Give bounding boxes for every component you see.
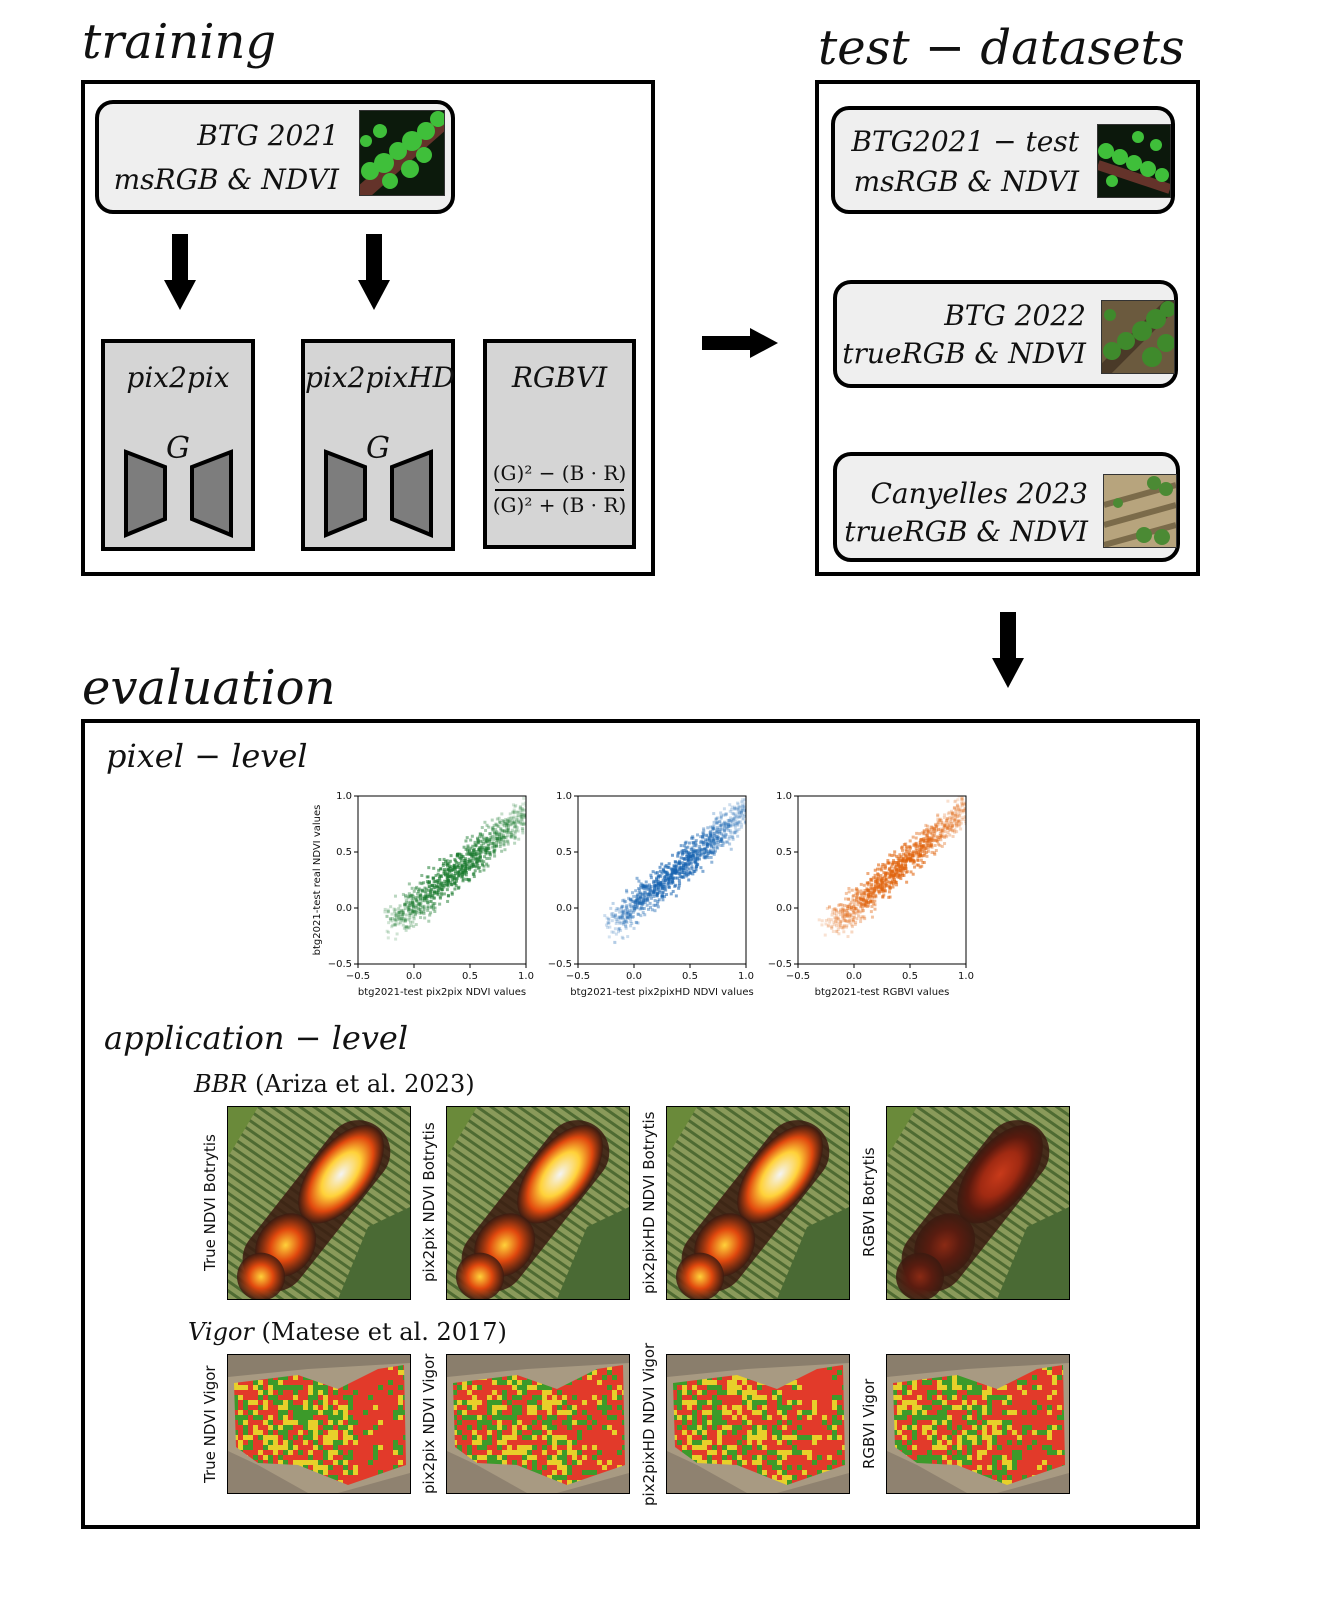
map-row-label: pix2pix NDVI Botrytis <box>420 1122 438 1282</box>
map-row-label: RGBVI Vigor <box>860 1378 878 1469</box>
x-axis-label: btg2021-test RGBVI values <box>815 987 950 998</box>
bbr-ref-name: BBR <box>194 1070 248 1098</box>
x-tick-label: −0.5 <box>786 971 810 982</box>
x-tick-label: 1.0 <box>738 971 754 982</box>
rgbvi-formula-denominator: (G)² + (B · R) <box>492 493 627 517</box>
plot-frame <box>797 795 967 965</box>
rgbvi-formula-numerator: (G)² − (B · R) <box>492 461 627 485</box>
vineyard-msrgb-thumbnail <box>359 110 445 196</box>
formula-fraction-bar <box>495 489 624 491</box>
y-tick-label: 1.0 <box>776 791 792 802</box>
y-tick-label: 0.0 <box>776 903 792 914</box>
bbr-ref-citation: (Ariza et al. 2023) <box>254 1070 475 1098</box>
y-tick-label: −0.5 <box>548 959 572 970</box>
plot-frame <box>577 795 747 965</box>
x-tick-label: 1.0 <box>958 971 974 982</box>
pixel-level-scatter-plots: btg2021-test real NDVI values −0.5 0.0 0.5 1… <box>312 791 974 998</box>
test-datasets-title: test − datasets <box>818 20 1185 76</box>
botrytis-risk-map <box>886 1106 1070 1300</box>
evaluation-title: evaluation <box>82 660 336 716</box>
dataset-name: BTG 2021 <box>197 119 339 152</box>
map-row-label: pix2pixHD NDVI Botrytis <box>640 1111 658 1294</box>
plot-frame <box>357 795 527 965</box>
x-tick-label: −0.5 <box>566 971 590 982</box>
training-dataset-card: BTG 2021 msRGB & NDVI <box>95 100 455 214</box>
y-tick-label: 1.0 <box>556 791 572 802</box>
generator-label: G <box>366 431 390 466</box>
x-tick-label: 0.5 <box>902 971 918 982</box>
y-tick-label: 0.5 <box>776 847 792 858</box>
vigor-reference: Vigor (Matese et al. 2017) <box>188 1320 507 1344</box>
x-tick-label: 0.0 <box>626 971 642 982</box>
pixel-level-title: pixel − level <box>106 737 308 775</box>
botrytis-risk-map <box>227 1106 411 1300</box>
botrytis-risk-map <box>446 1106 630 1300</box>
dataset-modality: msRGB & NDVI <box>853 165 1079 198</box>
dataset-modality: trueRGB & NDVI <box>844 515 1088 548</box>
arrow-down-icon <box>358 234 390 310</box>
test-dataset-card: BTG 2022 trueRGB & NDVI <box>833 280 1178 388</box>
training-title: training <box>82 14 277 70</box>
model-name: pix2pixHD <box>305 361 456 394</box>
model-rgbvi: RGBVI (G)² − (B · R) (G)² + (B · R) <box>483 339 636 549</box>
test-dataset-card: Canyelles 2023 trueRGB & NDVI <box>833 452 1180 562</box>
dataset-name: Canyelles 2023 <box>870 477 1088 510</box>
map-row-label: True NDVI Botrytis <box>201 1133 219 1271</box>
map-row-label: RGBVI Botrytis <box>860 1147 878 1257</box>
x-tick-label: 0.5 <box>682 971 698 982</box>
vigor-map <box>446 1354 630 1494</box>
arrow-down-icon <box>164 234 196 310</box>
x-axis-label: btg2021-test pix2pixHD NDVI values <box>570 987 753 998</box>
scatter-panel: −0.5 0.0 0.5 1.0 −0.5 0.0 0.5 1.0 btg2021-test p… <box>328 791 534 998</box>
model-name: RGBVI <box>511 361 608 394</box>
x-axis-label: btg2021-test pix2pix NDVI values <box>358 987 526 998</box>
y-tick-label: 0.5 <box>336 847 352 858</box>
y-tick-label: 0.5 <box>556 847 572 858</box>
arrow-right-icon <box>702 328 778 358</box>
test-dataset-card: BTG2021 − test msRGB & NDVI <box>831 106 1175 214</box>
vigor-ref-name: Vigor <box>188 1318 254 1346</box>
dataset-name: BTG 2022 <box>944 299 1086 332</box>
generator-label: G <box>166 431 190 466</box>
vigor-map <box>227 1354 411 1494</box>
y-axis-label: btg2021-test real NDVI values <box>312 805 323 956</box>
scatter-points <box>603 797 746 945</box>
dataset-modality: trueRGB & NDVI <box>842 337 1086 370</box>
scatter-panel: −0.5 0.0 0.5 1.0 −0.5 0.0 0.5 1.0 btg2021-test p… <box>548 791 754 998</box>
scatter-points <box>817 796 966 939</box>
x-tick-label: 0.0 <box>406 971 422 982</box>
y-tick-label: 1.0 <box>336 791 352 802</box>
vineyard-truergb-thumbnail <box>1101 300 1175 374</box>
y-tick-label: 0.0 <box>336 903 352 914</box>
vigor-map <box>886 1354 1070 1494</box>
dataset-modality: msRGB & NDVI <box>113 163 339 196</box>
model-name: pix2pix <box>126 361 230 394</box>
y-tick-label: −0.5 <box>328 959 352 970</box>
x-tick-label: −0.5 <box>346 971 370 982</box>
vineyard-truergb-thumbnail <box>1103 474 1177 548</box>
arrow-down-icon <box>992 612 1024 688</box>
x-tick-label: 1.0 <box>518 971 534 982</box>
generator-encoder-decoder-icon <box>324 449 433 538</box>
botrytis-risk-map <box>666 1106 850 1300</box>
application-level-title: application − level <box>104 1019 409 1057</box>
x-tick-label: 0.5 <box>462 971 478 982</box>
y-tick-label: 0.0 <box>556 903 572 914</box>
dataset-name: BTG2021 − test <box>851 125 1079 158</box>
generator-encoder-decoder-icon <box>124 449 233 538</box>
scatter-points <box>383 796 526 941</box>
vigor-map <box>666 1354 850 1494</box>
bbr-reference: BBR (Ariza et al. 2023) <box>194 1072 475 1096</box>
y-tick-label: −0.5 <box>768 959 792 970</box>
scatter-panel: −0.5 0.0 0.5 1.0 −0.5 0.0 0.5 1.0 btg2021-test R… <box>768 791 974 998</box>
model-pix2pix: pix2pix G <box>101 339 255 551</box>
x-tick-label: 0.0 <box>846 971 862 982</box>
map-row-label: pix2pix NDVI Vigor <box>420 1353 438 1494</box>
map-row-label: pix2pixHD NDVI Vigor <box>640 1342 658 1506</box>
vigor-ref-citation: (Matese et al. 2017) <box>261 1318 507 1346</box>
map-row-label: True NDVI Vigor <box>201 1365 219 1483</box>
vineyard-msrgb-thumbnail <box>1097 124 1171 198</box>
model-pix2pixhd: pix2pixHD G <box>301 339 455 551</box>
